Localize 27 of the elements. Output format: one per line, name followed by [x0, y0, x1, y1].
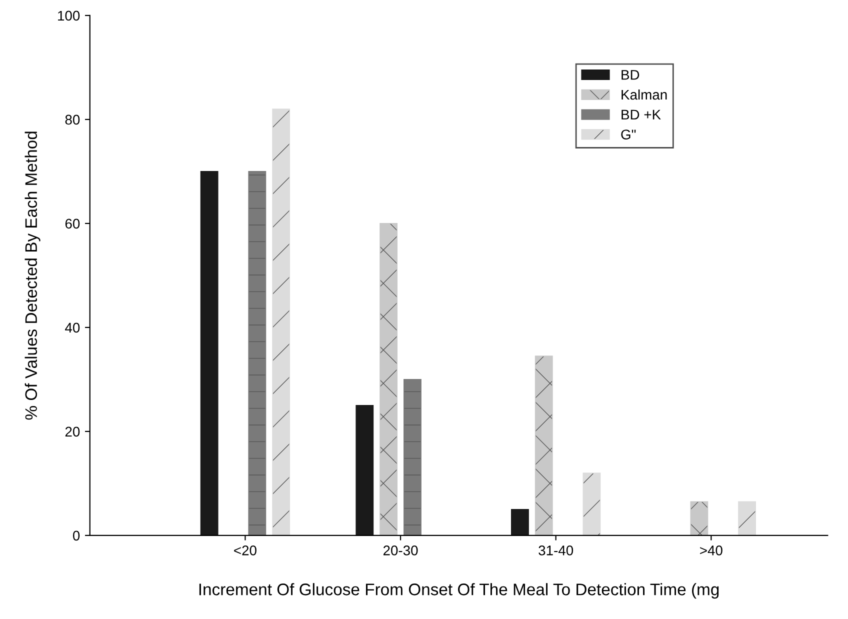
- bar: [356, 405, 374, 536]
- bar: [534, 356, 553, 536]
- y-tick-label: 20: [65, 426, 80, 437]
- legend-label: BD: [622, 70, 640, 80]
- bar: [582, 472, 601, 536]
- y-tick-label: 40: [65, 322, 80, 333]
- x-tick-label: 31-40: [538, 546, 574, 556]
- y-axis-title: % Of Values Detected By Each Method: [24, 132, 40, 420]
- bar: [690, 501, 708, 536]
- legend-label: Kalman: [622, 89, 667, 100]
- legend-label: G": [621, 130, 636, 140]
- x-axis-title: Increment Of Glucose From Onset Of The Meal To Detection Time (mg: [199, 583, 719, 599]
- y-tick-label: 60: [65, 218, 80, 229]
- x-tick-label: <20: [234, 546, 256, 556]
- y-tick-label: 0: [72, 530, 80, 541]
- y-tick-label: 80: [65, 114, 80, 125]
- bar: [738, 501, 756, 536]
- bar: [272, 108, 290, 536]
- bar: [404, 379, 422, 536]
- bar: [200, 171, 218, 536]
- legend-label: BD +K: [622, 110, 661, 120]
- bar: [248, 171, 266, 536]
- bar: [511, 509, 529, 536]
- bar: [380, 223, 398, 536]
- x-tick-label: 20-30: [383, 546, 418, 556]
- x-tick-label: >40: [700, 546, 722, 556]
- y-tick-label: 100: [58, 10, 80, 21]
